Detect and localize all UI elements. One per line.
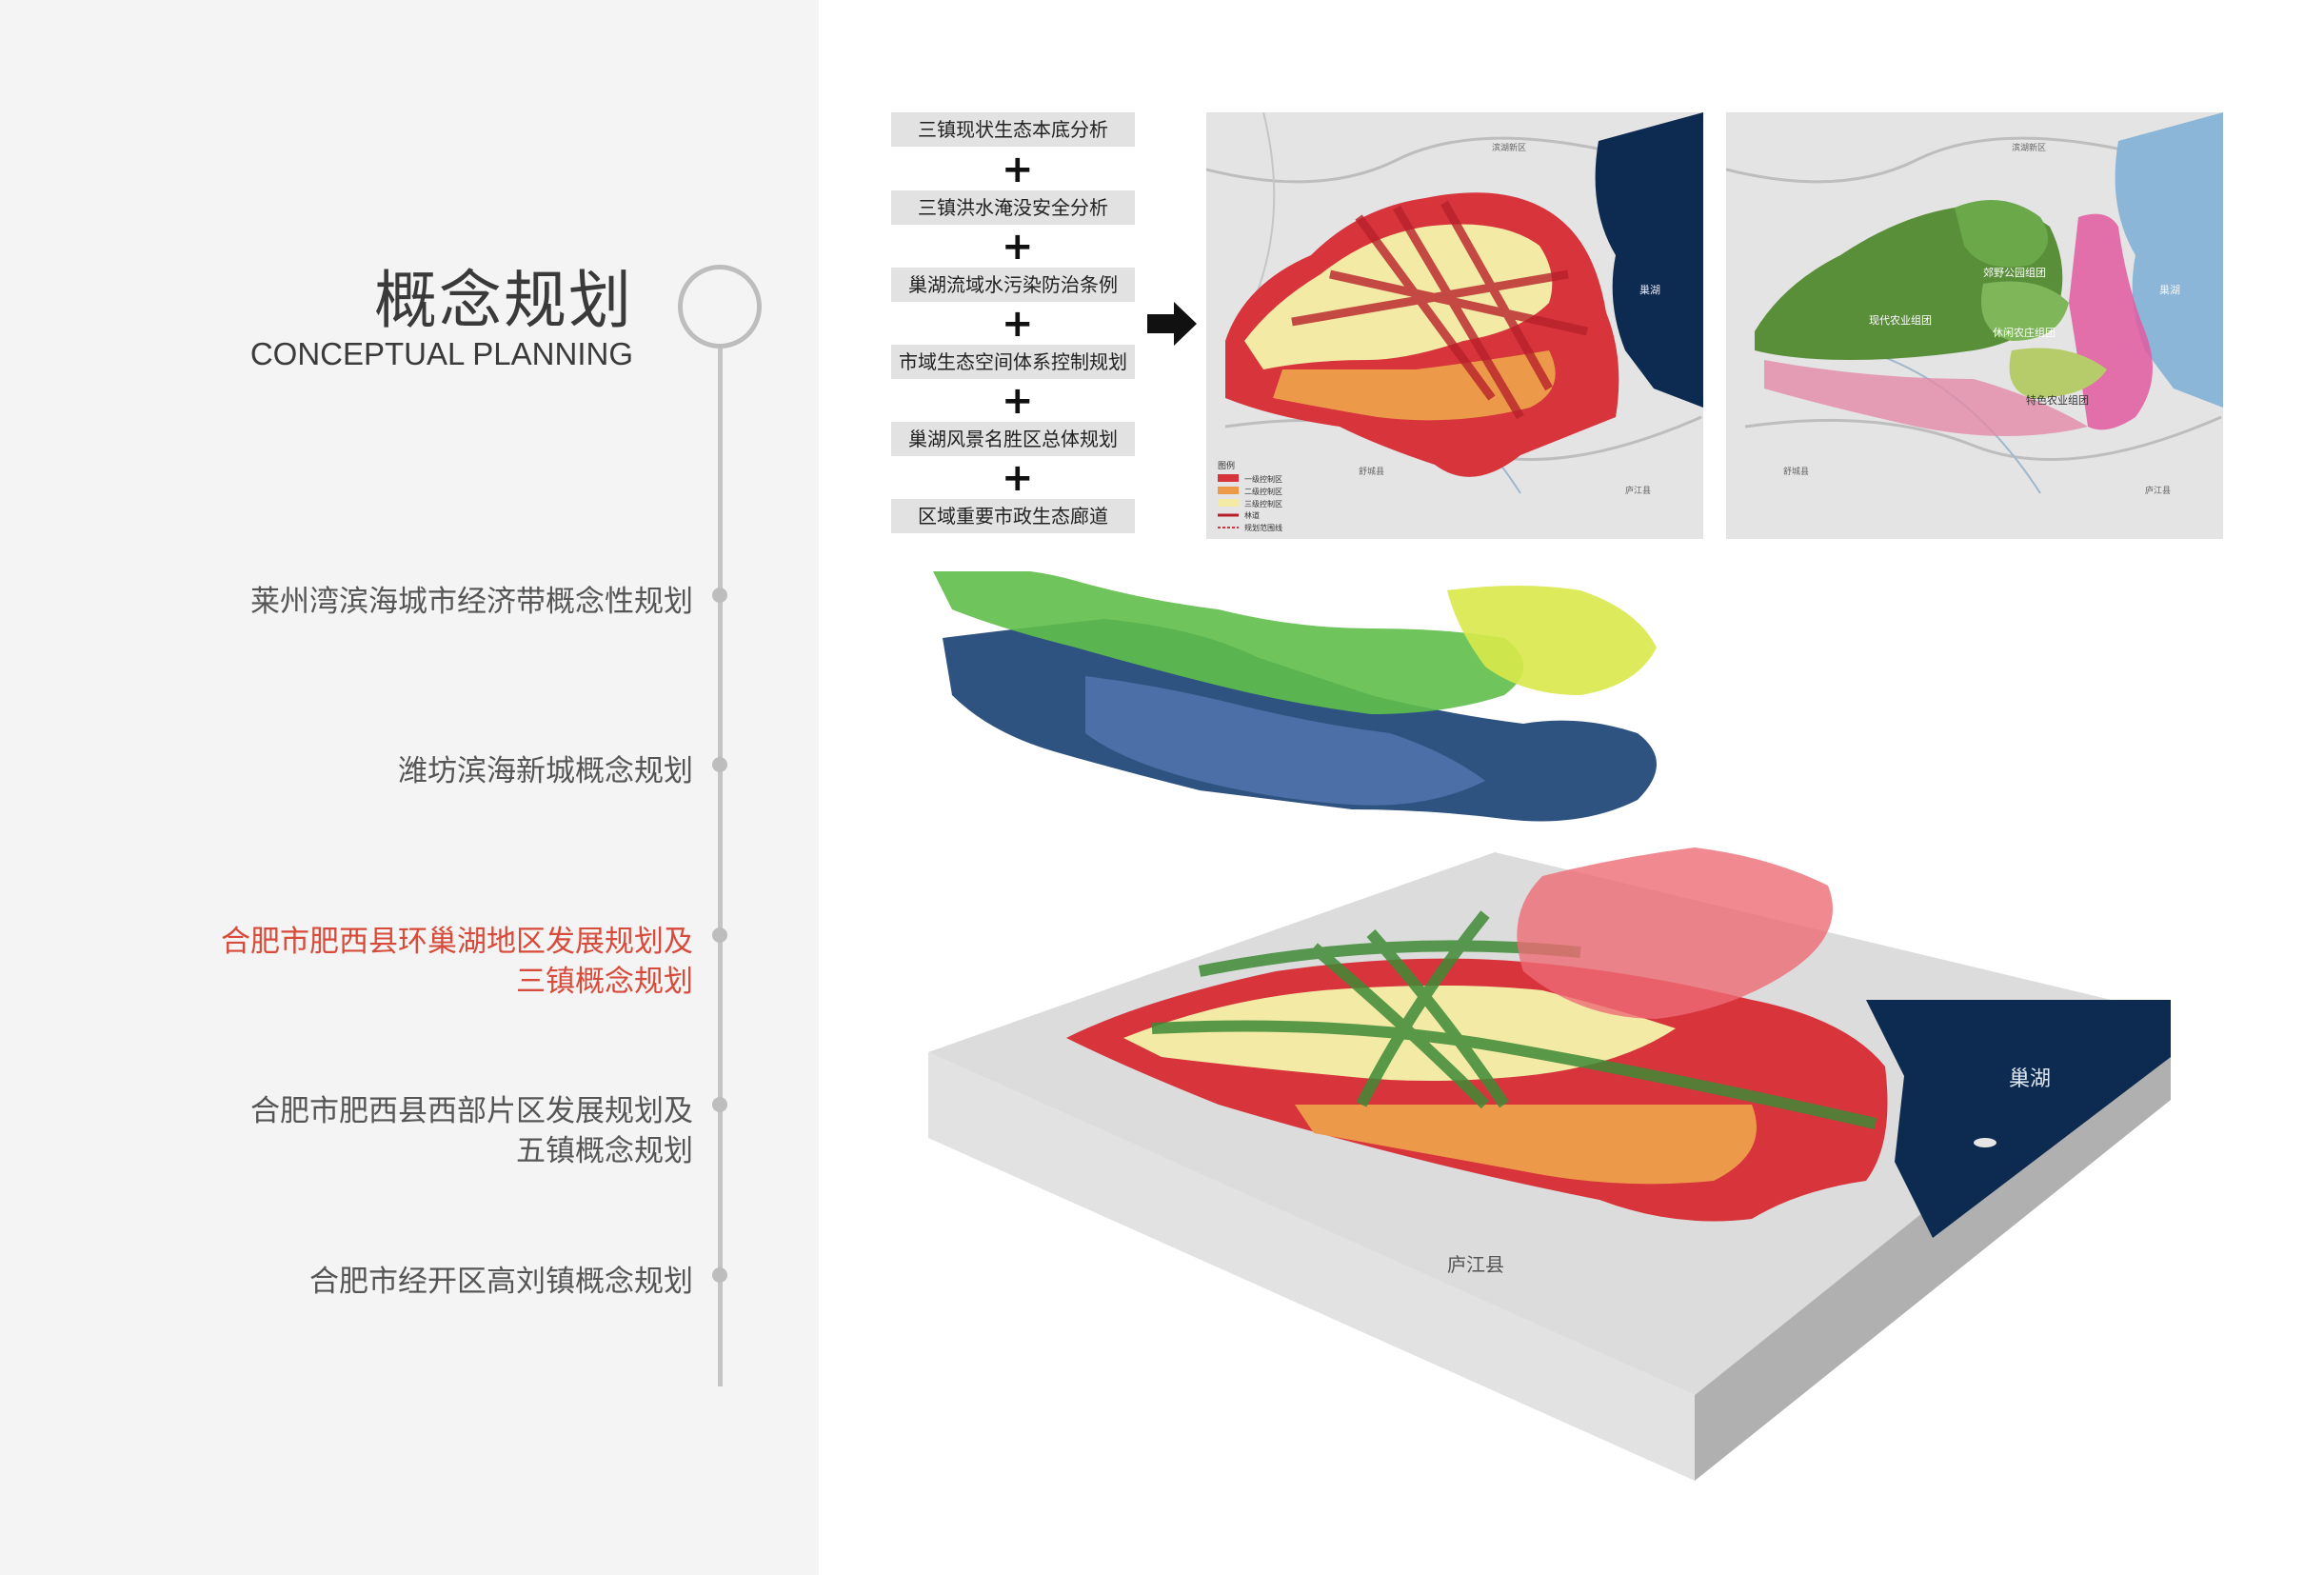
svg-text:二级控制区: 二级控制区 — [1244, 487, 1282, 496]
map-label: 巢湖 — [1639, 284, 1660, 296]
nav-item-gaoliu[interactable]: 合肥市经开区高刘镇概念规划 — [309, 1262, 693, 1302]
flow-step: 三镇现状生态本底分析 — [891, 112, 1135, 147]
nav-item-label: 合肥市肥西县环巢湖地区发展规划及 — [221, 925, 693, 959]
nav-item-label: 莱州湾滨海城市经济带概念性规划 — [250, 585, 693, 619]
timeline-dot — [712, 588, 727, 603]
sidebar: 概念规划 CONCEPTUAL PLANNING 莱州湾滨海城市经济带概念性规划… — [0, 0, 819, 1575]
flow-step: 市域生态空间体系控制规划 — [891, 345, 1135, 379]
nav-item-hefei-chaohu[interactable]: 合肥市肥西县环巢湖地区发展规划及 三镇概念规划 — [221, 922, 693, 1002]
timeline-dot — [712, 1267, 727, 1283]
map-label: 滨湖新区 — [2012, 142, 2046, 153]
flow-step: 三镇洪水淹没安全分析 — [891, 190, 1135, 225]
svg-text:一级控制区: 一级控制区 — [1244, 474, 1282, 484]
timeline-line — [718, 349, 723, 1386]
timeline-circle-icon — [678, 265, 762, 349]
svg-text:图例: 图例 — [1218, 460, 1235, 471]
map-legend: 图例 一级控制区 二级控制区 三级控制区 林道 规划范围线 — [1218, 460, 1282, 532]
page-subtitle: CONCEPTUAL PLANNING — [249, 336, 633, 371]
zone-label: 郊野公园组团 — [1983, 266, 2046, 279]
zone-label: 特色农业组团 — [2026, 393, 2089, 407]
nav-item-label: 潍坊滨海新城概念规划 — [398, 754, 693, 788]
plus-icon: + — [1002, 302, 1034, 346]
flow-step: 巢湖风景名胜区总体规划 — [891, 422, 1135, 456]
flow-step: 巢湖流域水污染防治条例 — [891, 268, 1135, 302]
map-label: 庐江县 — [2145, 485, 2171, 496]
zoning-map: 郊野公园组团 现代农业组团 休闲农庄组团 特色农业组团 巢湖 滨湖新区 舒城县 … — [1726, 112, 2223, 539]
plus-icon: + — [1002, 148, 1034, 191]
nav-item-laizhou[interactable]: 莱州湾滨海城市经济带概念性规划 — [250, 582, 693, 622]
plus-icon: + — [1002, 225, 1034, 269]
plus-icon: + — [1002, 379, 1034, 423]
page-title: 概念规划 — [374, 264, 633, 337]
map-label: 舒城县 — [1783, 466, 1809, 477]
timeline-dot — [712, 927, 727, 943]
map-label: 庐江县 — [1625, 485, 1651, 496]
plus-icon: + — [1002, 456, 1034, 500]
nav-item-label: 五镇概念规划 — [516, 1134, 693, 1168]
zone-label: 休闲农庄组团 — [1993, 326, 2056, 339]
map-label: 滨湖新区 — [1492, 142, 1526, 153]
layered-3d-model: 巢湖 庐江县 — [928, 571, 2171, 1481]
map-label: 巢湖 — [2159, 284, 2180, 296]
timeline-dot — [712, 757, 727, 772]
model-label: 庐江县 — [1447, 1253, 1504, 1276]
arrow-right-icon — [1147, 302, 1197, 346]
nav-item-label: 三镇概念规划 — [516, 965, 693, 999]
zone-label: 现代农业组团 — [1869, 313, 1932, 327]
svg-text:规划范围线: 规划范围线 — [1244, 523, 1282, 532]
nav-item-label: 合肥市肥西县西部片区发展规划及 — [250, 1094, 693, 1128]
flow-step: 区域重要市政生态廊道 — [891, 499, 1135, 533]
ecological-control-map: 巢湖 滨湖新区 舒城县 庐江县 图例 一级控制区 二级控制区 三级控制区 林道 … — [1206, 112, 1703, 539]
model-label: 巢湖 — [2009, 1067, 2051, 1091]
nav-item-label: 合肥市经开区高刘镇概念规划 — [309, 1265, 693, 1299]
nav-item-hefei-west[interactable]: 合肥市肥西县西部片区发展规划及 五镇概念规划 — [250, 1091, 693, 1171]
svg-text:林道: 林道 — [1244, 510, 1260, 520]
map-label: 舒城县 — [1359, 466, 1384, 477]
timeline-dot — [712, 1097, 727, 1112]
svg-text:三级控制区: 三级控制区 — [1244, 499, 1282, 508]
nav-item-weifang[interactable]: 潍坊滨海新城概念规划 — [398, 751, 693, 791]
